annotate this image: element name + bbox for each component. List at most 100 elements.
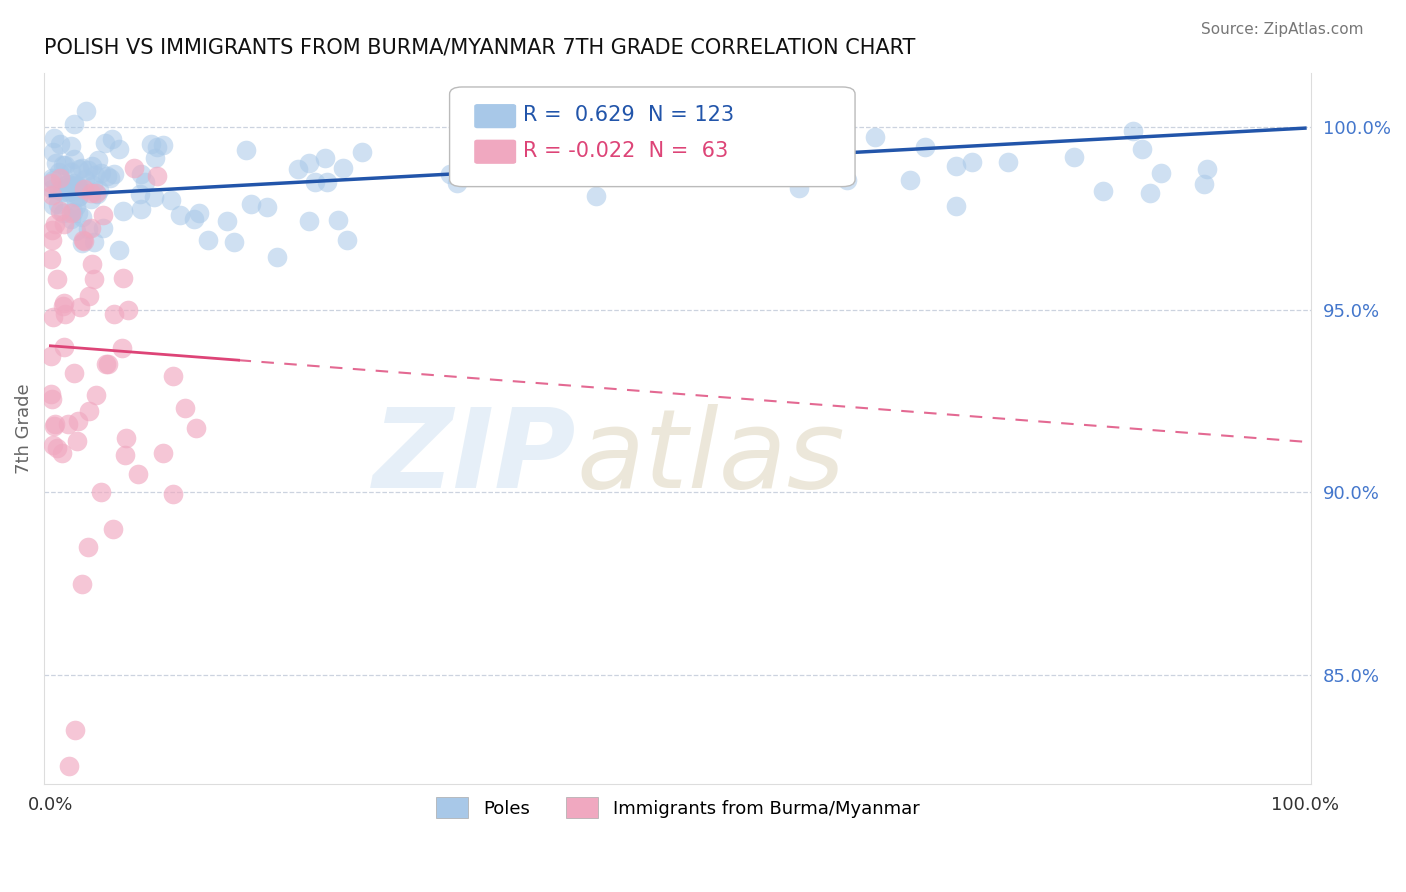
- Point: [39, 252, 62, 267]
- Point: [63, 190, 86, 204]
- Point: [960, 155, 983, 169]
- Point: [114, 431, 136, 445]
- Text: POLISH VS IMMIGRANTS FROM BURMA/MYANMAR 7TH GRADE CORRELATION CHART: POLISH VS IMMIGRANTS FROM BURMA/MYANMAR …: [44, 37, 915, 57]
- Point: [67, 190, 90, 204]
- Point: [585, 188, 607, 202]
- Point: [52, 296, 75, 310]
- Point: [581, 142, 603, 156]
- Point: [112, 271, 135, 285]
- Point: [66, 206, 89, 220]
- Point: [82, 257, 104, 271]
- FancyBboxPatch shape: [450, 87, 855, 186]
- Text: R = -0.022  N =  63: R = -0.022 N = 63: [523, 141, 728, 161]
- Point: [626, 145, 648, 160]
- Point: [80, 193, 103, 207]
- Point: [146, 169, 169, 184]
- Point: [75, 104, 97, 119]
- Point: [139, 136, 162, 151]
- Point: [77, 222, 100, 236]
- Point: [98, 171, 121, 186]
- Point: [51, 185, 73, 199]
- Point: [145, 140, 167, 154]
- Point: [96, 357, 118, 371]
- Text: atlas: atlas: [576, 403, 845, 510]
- Point: [128, 187, 150, 202]
- Point: [46, 272, 69, 286]
- Point: [86, 186, 108, 201]
- Point: [1122, 124, 1144, 138]
- Point: [77, 540, 100, 554]
- Point: [60, 165, 83, 179]
- Point: [439, 167, 461, 181]
- Point: [52, 205, 75, 219]
- Point: [70, 235, 93, 250]
- Point: [914, 140, 936, 154]
- Point: [73, 235, 96, 249]
- Point: [41, 233, 63, 247]
- Point: [48, 170, 70, 185]
- Point: [44, 417, 66, 432]
- Point: [42, 131, 65, 145]
- Point: [42, 198, 65, 212]
- Point: [134, 175, 156, 189]
- Point: [77, 403, 100, 417]
- Point: [60, 178, 83, 193]
- Point: [197, 233, 219, 247]
- Point: [42, 172, 65, 186]
- Point: [101, 522, 124, 536]
- Point: [117, 302, 139, 317]
- Point: [44, 218, 66, 232]
- Point: [240, 196, 263, 211]
- Point: [84, 168, 107, 182]
- Point: [169, 208, 191, 222]
- Point: [336, 233, 359, 247]
- Point: [72, 161, 94, 176]
- Point: [1092, 184, 1115, 198]
- Point: [222, 235, 245, 249]
- Point: [1132, 142, 1154, 156]
- Point: [97, 357, 120, 371]
- Point: [772, 169, 794, 183]
- Point: [316, 175, 339, 189]
- Point: [53, 307, 76, 321]
- Point: [66, 434, 89, 448]
- Point: [489, 128, 512, 143]
- Point: [152, 445, 174, 459]
- Point: [80, 186, 103, 200]
- Point: [73, 182, 96, 196]
- Point: [67, 180, 90, 194]
- Point: [235, 143, 257, 157]
- Point: [46, 441, 69, 455]
- Point: [67, 183, 90, 197]
- Point: [835, 172, 858, 186]
- Point: [46, 197, 69, 211]
- Point: [69, 162, 91, 177]
- Point: [52, 218, 75, 232]
- Point: [596, 135, 619, 149]
- FancyBboxPatch shape: [475, 140, 516, 163]
- Point: [53, 158, 76, 172]
- Point: [70, 576, 93, 591]
- Point: [945, 199, 967, 213]
- Point: [56, 183, 79, 197]
- Point: [82, 178, 104, 192]
- Point: [173, 401, 195, 415]
- Point: [94, 136, 117, 150]
- Point: [108, 142, 131, 156]
- Point: [58, 759, 80, 773]
- Point: [1195, 162, 1218, 177]
- Point: [69, 300, 91, 314]
- Point: [65, 178, 87, 192]
- Point: [56, 177, 79, 191]
- Point: [129, 202, 152, 216]
- Point: [48, 183, 70, 197]
- Point: [83, 235, 105, 249]
- Point: [63, 153, 86, 167]
- Point: [42, 437, 65, 451]
- Point: [42, 418, 65, 433]
- Point: [77, 162, 100, 177]
- Point: [749, 153, 772, 168]
- Point: [67, 189, 90, 203]
- Point: [41, 222, 63, 236]
- Text: Source: ZipAtlas.com: Source: ZipAtlas.com: [1201, 22, 1364, 37]
